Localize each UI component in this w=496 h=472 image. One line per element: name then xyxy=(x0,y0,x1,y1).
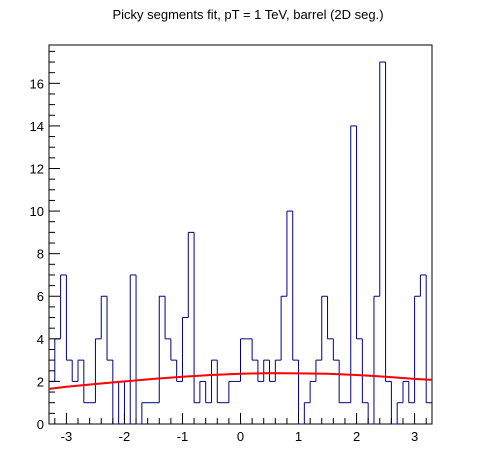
fit-series xyxy=(48,372,433,390)
x-tick-label: -1 xyxy=(177,429,189,444)
y-tick-label: 16 xyxy=(30,76,44,91)
y-tick-label: 12 xyxy=(30,161,44,176)
y-tick-label: 2 xyxy=(37,374,44,389)
histogram-series xyxy=(49,61,432,425)
x-tick-label: 2 xyxy=(353,429,360,444)
x-tick-label: 0 xyxy=(237,429,244,444)
y-tick-label: 4 xyxy=(37,332,44,347)
y-tick-label: 14 xyxy=(30,119,44,134)
x-tick-label: 3 xyxy=(411,429,418,444)
y-tick-label: 6 xyxy=(37,289,44,304)
fit-curve xyxy=(48,372,433,390)
y-tick-label: 10 xyxy=(30,204,44,219)
chart-title: Picky segments fit, pT = 1 TeV, barrel (… xyxy=(112,7,384,22)
x-tick-label: -2 xyxy=(119,429,131,444)
x-tick-label: -3 xyxy=(61,429,73,444)
y-tick-label: 8 xyxy=(37,247,44,262)
y-tick-label: 0 xyxy=(37,417,44,432)
x-tick-label: 1 xyxy=(295,429,302,444)
